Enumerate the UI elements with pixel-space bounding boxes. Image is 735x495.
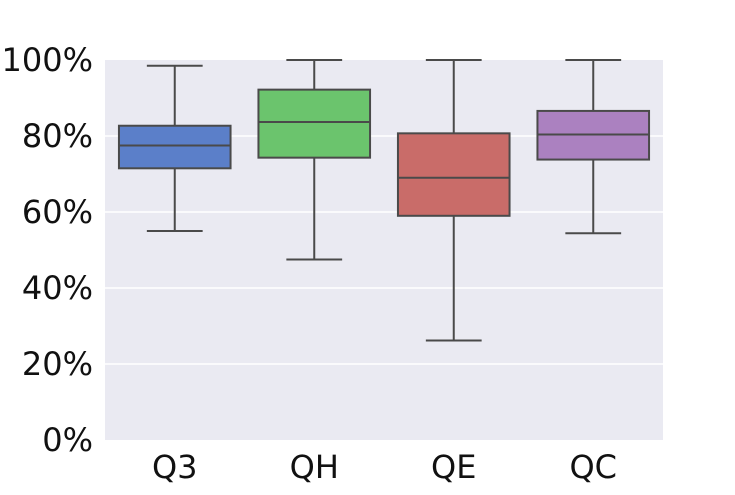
box-iqr bbox=[117, 124, 232, 170]
y-tick-label: 0% bbox=[42, 421, 93, 459]
y-tick-label: 100% bbox=[2, 41, 93, 79]
box-iqr bbox=[257, 88, 372, 159]
box-Q3 bbox=[117, 64, 232, 232]
box-QC bbox=[536, 59, 651, 235]
box-QH bbox=[257, 59, 372, 261]
x-tick-labels: Q3 QH QE QC bbox=[152, 448, 617, 486]
y-tick-labels: 0% 20% 40% 60% 80% 100% bbox=[2, 41, 93, 459]
y-tick-label: 80% bbox=[22, 117, 93, 155]
x-tick-label: Q3 bbox=[152, 448, 198, 486]
x-tick-label: QC bbox=[569, 448, 617, 486]
y-tick-label: 60% bbox=[22, 193, 93, 231]
y-tick-label: 40% bbox=[22, 269, 93, 307]
y-tick-label: 20% bbox=[22, 345, 93, 383]
box-QE bbox=[396, 59, 511, 342]
x-tick-label: QE bbox=[431, 448, 476, 486]
x-tick-label: QH bbox=[290, 448, 339, 486]
box-iqr bbox=[396, 132, 511, 217]
boxes bbox=[117, 59, 651, 342]
